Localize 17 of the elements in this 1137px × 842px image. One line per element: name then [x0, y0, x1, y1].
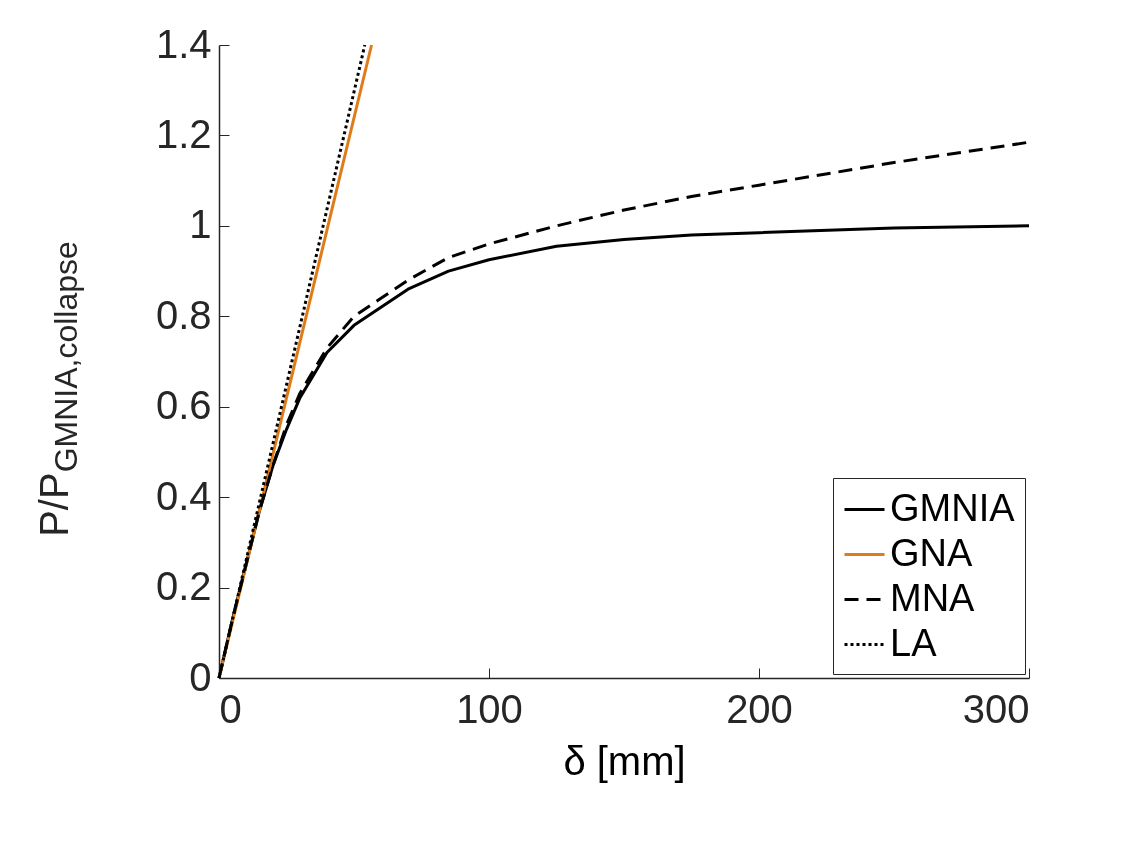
y-tick-label: 0.8 [155, 292, 212, 337]
y-tick-label: 0.6 [155, 383, 212, 428]
legend-label: GMNIA [890, 486, 1016, 529]
legend-label: LA [890, 621, 938, 664]
y-tick-label: 0.4 [155, 473, 212, 518]
y-tick-label: 1.2 [155, 111, 212, 156]
x-tick-label: 100 [456, 686, 523, 731]
x-tick-label: 0 [219, 686, 242, 731]
legend-label: GNA [890, 531, 973, 574]
x-axis-title: δ [mm] [563, 738, 686, 783]
x-tick-label: 300 [962, 686, 1030, 731]
y-tick-label: 1.4 [155, 21, 212, 66]
y-tick-label: 0 [189, 654, 212, 699]
y-tick-label: 0.2 [155, 564, 212, 609]
legend-label: MNA [890, 576, 976, 619]
x-tick-label: 200 [726, 686, 793, 731]
y-tick-label: 1 [189, 202, 212, 247]
